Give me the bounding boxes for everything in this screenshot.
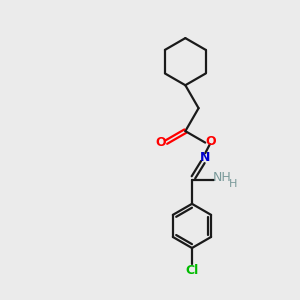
Text: O: O (205, 135, 216, 148)
Text: Cl: Cl (185, 264, 199, 277)
Text: NH: NH (213, 171, 232, 184)
Text: O: O (156, 136, 166, 149)
Text: H: H (229, 179, 237, 189)
Text: N: N (200, 151, 210, 164)
